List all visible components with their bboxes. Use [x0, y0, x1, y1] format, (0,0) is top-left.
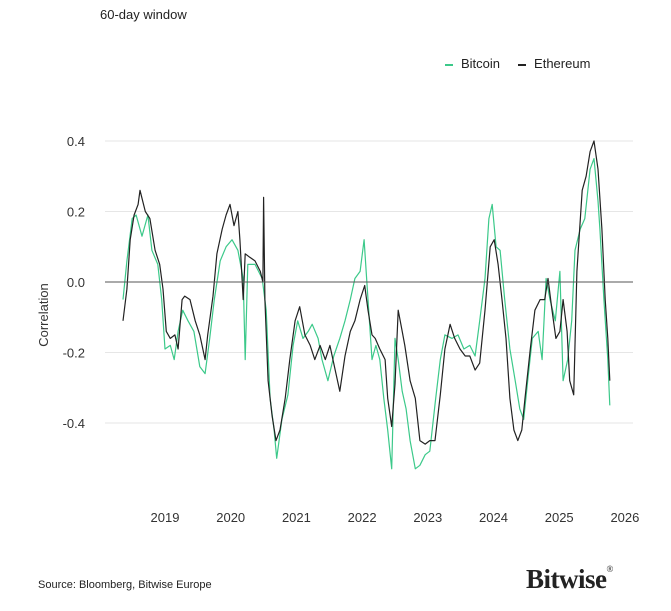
series-line-bitcoin — [122, 158, 611, 470]
x-tick-label: 2022 — [348, 510, 377, 525]
legend-item-bitcoin: Bitcoin — [445, 56, 500, 71]
x-tick-label: 2019 — [151, 510, 180, 525]
x-tick-label: 2024 — [479, 510, 508, 525]
x-tick-label: 2025 — [545, 510, 574, 525]
source-note: Source: Bloomberg, Bitwise Europe — [38, 579, 212, 591]
x-tick-label: 2023 — [413, 510, 442, 525]
y-tick-label: 0.2 — [67, 205, 85, 220]
y-tick-label: 0.4 — [67, 134, 85, 149]
x-tick-label: 2021 — [282, 510, 311, 525]
bitwise-logo: Bitwise® — [526, 564, 613, 594]
legend-item-ethereum: Ethereum — [518, 56, 590, 71]
legend-label: Ethereum — [534, 56, 591, 71]
legend: Bitcoin Ethereum — [445, 56, 590, 71]
x-tick-label: 2026 — [610, 510, 639, 525]
y-axis-label: Correlation — [36, 283, 51, 347]
series-line-ethereum — [122, 140, 611, 445]
logo-text: Bitwise — [526, 564, 607, 594]
y-tick-label: -0.2 — [63, 346, 85, 361]
legend-label: Bitcoin — [461, 56, 501, 71]
x-tick-label: 2020 — [216, 510, 245, 525]
y-tick-label: 0.0 — [67, 275, 85, 290]
legend-swatch-bitcoin — [445, 63, 453, 66]
legend-swatch-ethereum — [518, 63, 527, 66]
y-tick-label: -0.4 — [63, 416, 85, 431]
chart-subtitle: 60-day window — [100, 7, 187, 22]
